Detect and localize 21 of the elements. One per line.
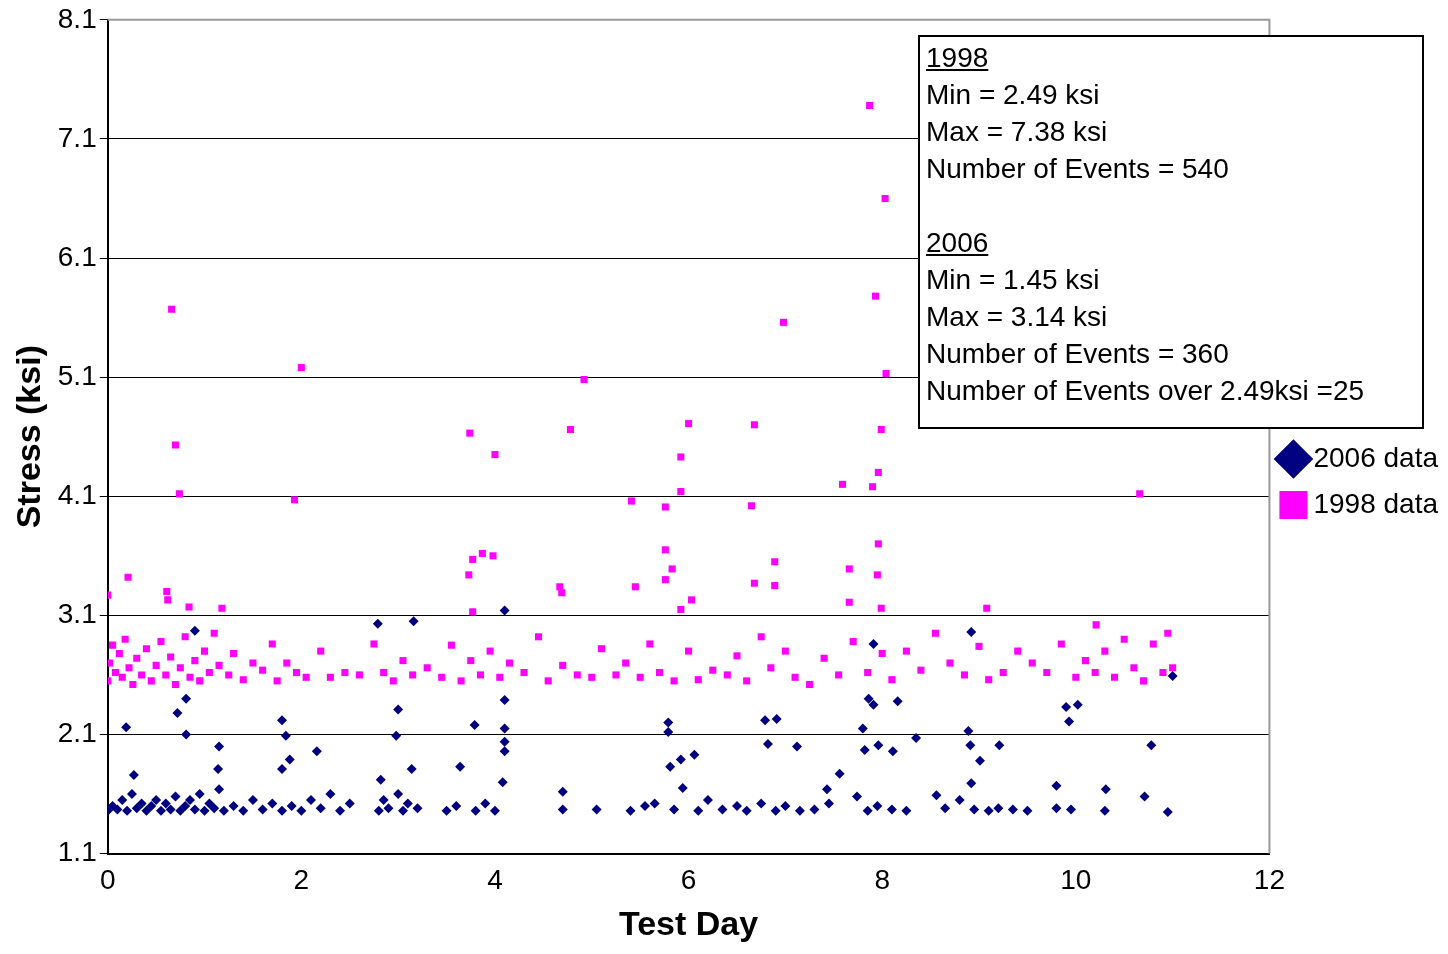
legend-label: 1998 data [1313,487,1439,519]
annotation: 2006 Min = 1.45 ksi Max = 3.14 ksi Number of Events = 360 Number of Events over 2.49ksi =25 [926,226,1366,408]
y-axis-title: Stress (ksi) [8,345,47,529]
x-tick-label: 8 [874,864,890,896]
x-tick-label: 2 [293,864,310,896]
y-tick-label: 1.1 [57,836,97,868]
legend-label: 2006 data [1313,441,1439,473]
annotation: 1998 Min = 2.49 ksi Max = 7.38 ksi Number of Events = 540 [926,41,1230,186]
x-tick-label: 10 [1060,864,1092,896]
y-tick-label: 8.1 [57,2,97,34]
y-tick-label: 2.1 [57,717,97,749]
x-axis-title: Test Day [618,903,759,942]
y-tick-label: 3.1 [57,598,97,630]
y-tick-label: 5.1 [57,359,97,391]
x-tick-label: 12 [1253,864,1286,896]
y-tick-label: 7.1 [57,121,97,153]
y-tick-label: 4.1 [57,478,97,510]
x-tick-label: 6 [680,864,697,896]
x-tick-label: 0 [99,864,116,896]
x-tick-label: 4 [487,864,503,896]
y-tick-label: 6.1 [57,240,97,272]
